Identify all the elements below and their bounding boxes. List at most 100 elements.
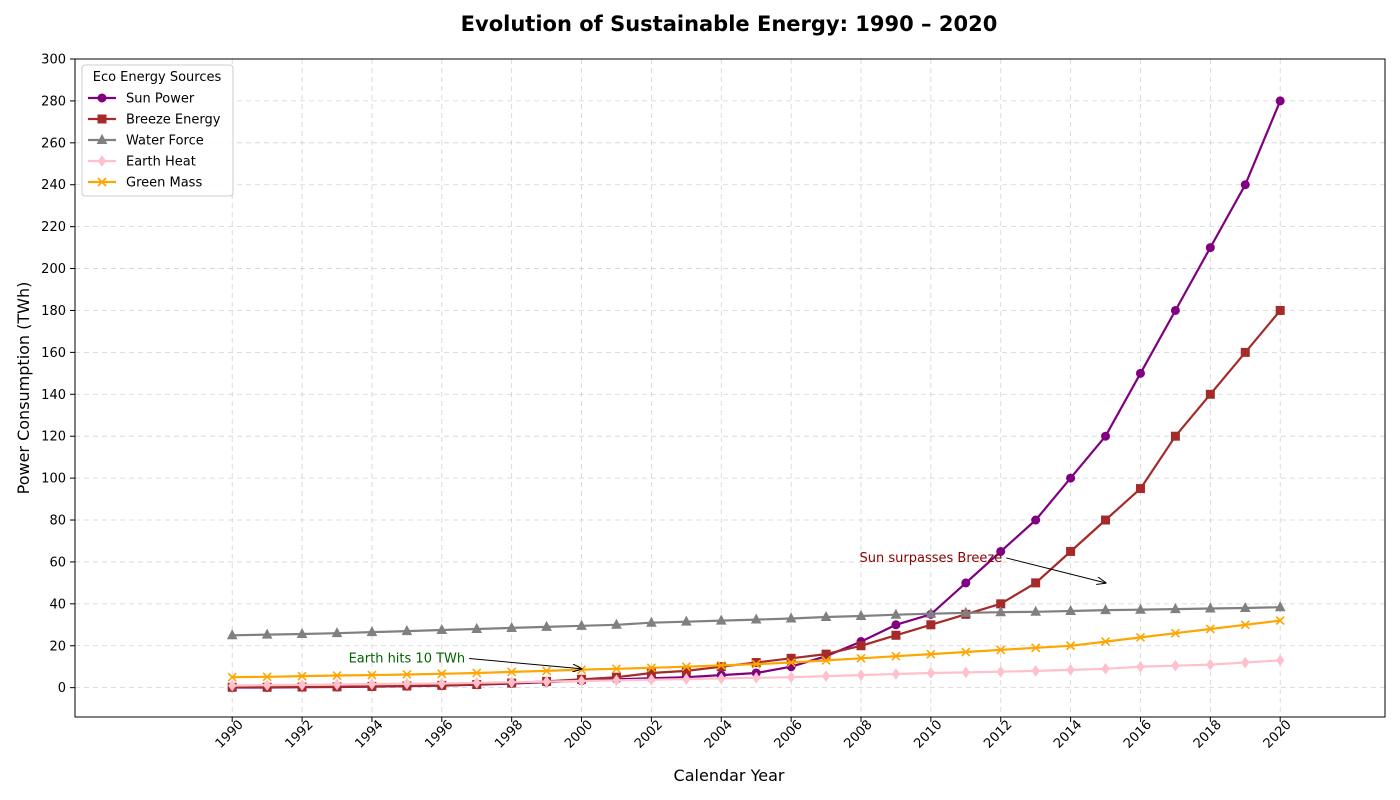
data-point-earth-heat — [367, 678, 377, 690]
x-tick-label: 1990 — [213, 718, 247, 752]
data-point-green-mass — [1205, 624, 1215, 634]
data-point-breeze-energy — [1275, 305, 1285, 315]
legend-label: Water Force — [126, 134, 204, 149]
legend-box — [81, 64, 234, 197]
legend-item-green-mass: Green Mass — [88, 176, 202, 191]
data-point-green-mass — [472, 668, 482, 678]
data-point-water-force — [1170, 603, 1181, 614]
legend-marker — [97, 93, 107, 103]
data-point-water-force — [960, 606, 972, 617]
data-point-sun-power — [1066, 473, 1076, 483]
data-point-green-mass — [856, 653, 866, 663]
data-point-water-force — [995, 606, 1007, 617]
data-point-breeze-energy — [856, 641, 866, 651]
data-point-earth-heat — [228, 679, 237, 692]
data-point-green-mass — [437, 669, 447, 679]
data-point-sun-power — [961, 578, 971, 588]
data-point-earth-heat — [682, 673, 691, 685]
data-point-water-force — [681, 615, 692, 626]
x-tick-label: 2006 — [772, 718, 806, 752]
data-point-water-force — [576, 619, 587, 630]
data-point-green-mass — [1135, 632, 1146, 642]
x-tick-label: 1996 — [422, 718, 456, 752]
data-point-sun-power — [996, 546, 1006, 556]
x-tick-label: 2012 — [981, 718, 1015, 752]
legend-label: Breeze Energy — [126, 113, 221, 128]
data-point-sun-power — [1240, 180, 1250, 190]
y-tick-label: 280 — [41, 94, 66, 109]
data-point-green-mass — [821, 655, 831, 665]
legend-item-water-force: Water Force — [88, 134, 204, 149]
legend-marker — [97, 114, 107, 124]
data-point-green-mass — [681, 662, 691, 672]
data-point-breeze-energy — [1170, 431, 1180, 441]
x-tick-label: 2020 — [1261, 718, 1295, 752]
data-point-green-mass — [1031, 643, 1041, 653]
data-point-green-mass — [751, 659, 761, 669]
data-point-sun-power — [891, 620, 901, 630]
data-point-water-force — [925, 607, 937, 618]
data-point-green-mass — [1100, 636, 1111, 647]
x-tick-label: 2016 — [1121, 718, 1155, 752]
data-point-green-mass — [646, 663, 656, 673]
series-group — [226, 96, 1286, 692]
data-point-water-force — [1239, 601, 1251, 613]
annotation-text: Sun surpasses Breeze — [860, 551, 1003, 566]
data-point-water-force — [820, 610, 832, 622]
annotation-text: Earth hits 10 TWh — [349, 652, 466, 667]
data-point-earth-heat — [1241, 656, 1250, 669]
legend: Eco Energy Sources Sun Power Breeze Energ… — [81, 64, 234, 197]
y-tick-label: 0 — [58, 681, 66, 696]
data-point-breeze-energy — [926, 620, 936, 630]
data-point-green-mass — [1240, 620, 1250, 630]
data-point-green-mass — [786, 657, 796, 668]
data-point-earth-heat — [926, 667, 935, 679]
data-point-green-mass — [1170, 628, 1180, 638]
data-point-sun-power — [1275, 96, 1285, 106]
annotation-arrow — [1006, 557, 1105, 583]
y-tick-label: 260 — [41, 136, 66, 151]
data-point-water-force — [750, 613, 762, 624]
data-point-sun-power — [1135, 368, 1145, 378]
x-tick-label: 2018 — [1191, 718, 1225, 752]
data-point-green-mass — [891, 651, 901, 661]
legend-label: Sun Power — [126, 92, 195, 107]
data-point-earth-heat — [752, 671, 761, 684]
x-axis-label: Calendar Year — [674, 766, 785, 785]
data-point-breeze-energy — [821, 649, 831, 659]
y-tick-label: 220 — [41, 220, 66, 235]
data-point-earth-heat — [647, 673, 656, 686]
data-point-water-force — [331, 627, 343, 638]
data-point-earth-heat — [472, 676, 481, 689]
legend-item-breeze-energy: Breeze Energy — [88, 113, 221, 128]
plot-frame — [74, 58, 1386, 718]
legend-label: Earth Heat — [126, 155, 196, 170]
data-point-earth-heat — [402, 677, 411, 690]
data-point-sun-power — [1031, 515, 1041, 525]
data-point-earth-heat — [612, 674, 621, 687]
grid — [75, 58, 1385, 717]
data-point-water-force — [646, 616, 657, 627]
data-point-water-force — [1100, 604, 1111, 615]
data-point-green-mass — [542, 666, 552, 676]
data-point-water-force — [401, 625, 413, 636]
data-point-green-mass — [1275, 616, 1285, 626]
data-point-water-force — [541, 620, 552, 631]
data-point-breeze-energy — [1205, 389, 1215, 399]
data-point-earth-heat — [1276, 654, 1285, 667]
data-point-water-force — [611, 618, 622, 629]
data-point-water-force — [366, 626, 378, 637]
data-point-water-force — [226, 629, 238, 640]
y-tick-label: 300 — [41, 53, 66, 68]
data-point-green-mass — [402, 669, 412, 680]
data-point-earth-heat — [891, 668, 901, 680]
data-point-earth-heat — [507, 676, 516, 689]
data-point-green-mass — [367, 670, 377, 680]
data-point-water-force — [1065, 604, 1076, 615]
data-point-sun-power — [1101, 431, 1111, 441]
data-point-breeze-energy — [891, 630, 901, 640]
data-point-sun-power — [1170, 305, 1180, 315]
x-tick-label: 1994 — [352, 718, 386, 752]
data-point-water-force — [785, 612, 797, 623]
